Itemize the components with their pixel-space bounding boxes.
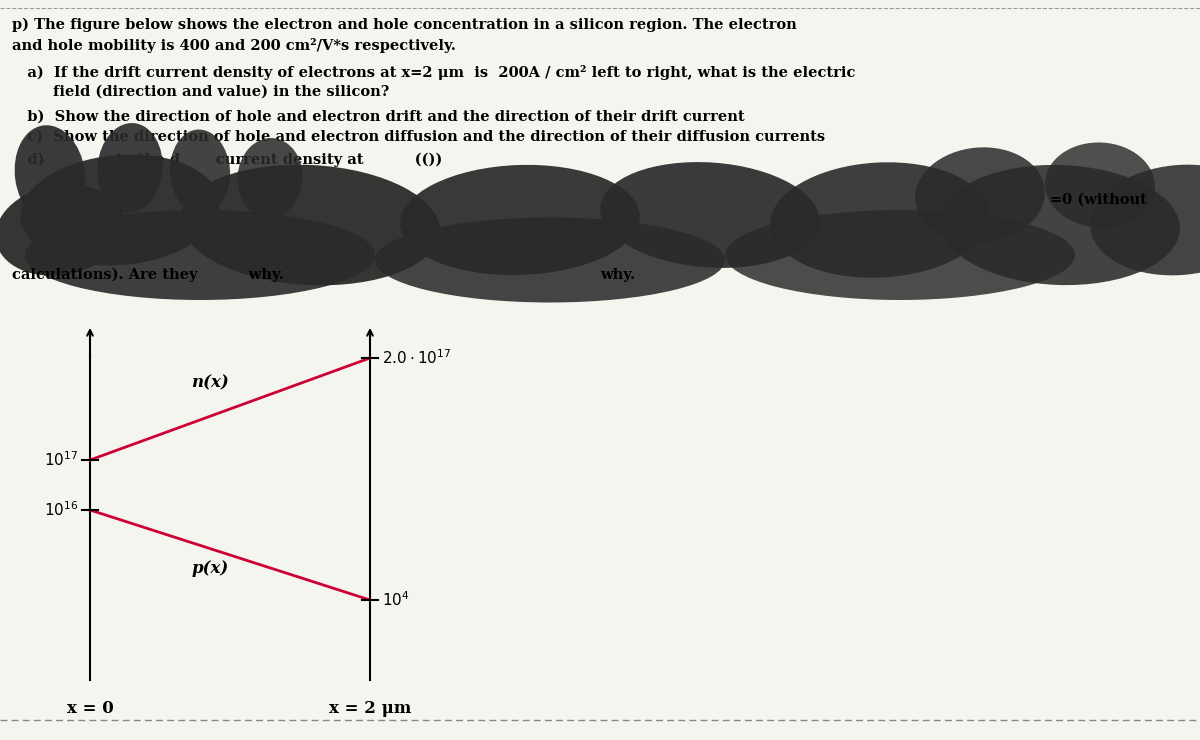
Ellipse shape	[238, 138, 302, 218]
Ellipse shape	[940, 165, 1180, 285]
Ellipse shape	[97, 123, 163, 213]
Text: p(x): p(x)	[191, 560, 229, 577]
Ellipse shape	[374, 218, 725, 303]
Ellipse shape	[1091, 165, 1200, 275]
Text: calculations). Are they          why.: calculations). Are they why.	[12, 268, 284, 283]
Ellipse shape	[1045, 143, 1154, 227]
Text: $10^{17}$: $10^{17}$	[43, 451, 78, 469]
Text: $10^{16}$: $10^{16}$	[43, 501, 78, 519]
Text: x = 2 μm: x = 2 μm	[329, 700, 412, 717]
Text: why.: why.	[600, 268, 635, 282]
Text: =0 (without: =0 (without	[1050, 193, 1147, 207]
Text: d)              to the d       current density at          (()): d) to the d current density at (())	[12, 153, 443, 167]
Ellipse shape	[600, 162, 820, 268]
Ellipse shape	[180, 165, 440, 286]
Text: and hole mobility is 400 and 200 cm²/V*s respectively.: and hole mobility is 400 and 200 cm²/V*s…	[12, 38, 456, 53]
Ellipse shape	[770, 162, 990, 278]
Ellipse shape	[20, 155, 220, 266]
Text: p) The figure below shows the electron and hole concentration in a silicon regio: p) The figure below shows the electron a…	[12, 18, 797, 33]
Ellipse shape	[170, 130, 230, 215]
Text: n(x): n(x)	[191, 374, 229, 391]
Text: c)  Show the direction of hole and electron diffusion and the direction of their: c) Show the direction of hole and electr…	[12, 130, 826, 144]
Ellipse shape	[725, 210, 1075, 300]
Text: x = 0: x = 0	[67, 700, 113, 717]
Text: $2.0 \cdot 10^{17}$: $2.0 \cdot 10^{17}$	[382, 349, 451, 367]
Ellipse shape	[400, 165, 640, 275]
Text: field (direction and value) in the silicon?: field (direction and value) in the silic…	[12, 85, 389, 99]
Text: b)  Show the direction of hole and electron drift and the direction of their dri: b) Show the direction of hole and electr…	[12, 110, 745, 124]
Ellipse shape	[25, 210, 374, 300]
Text: a)  If the drift current density of electrons at x=2 μm  is  200A / cm² left to : a) If the drift current density of elect…	[12, 65, 856, 80]
Ellipse shape	[916, 147, 1045, 243]
Ellipse shape	[0, 184, 125, 276]
Text: $10^{4}$: $10^{4}$	[382, 591, 409, 609]
Ellipse shape	[14, 125, 85, 225]
